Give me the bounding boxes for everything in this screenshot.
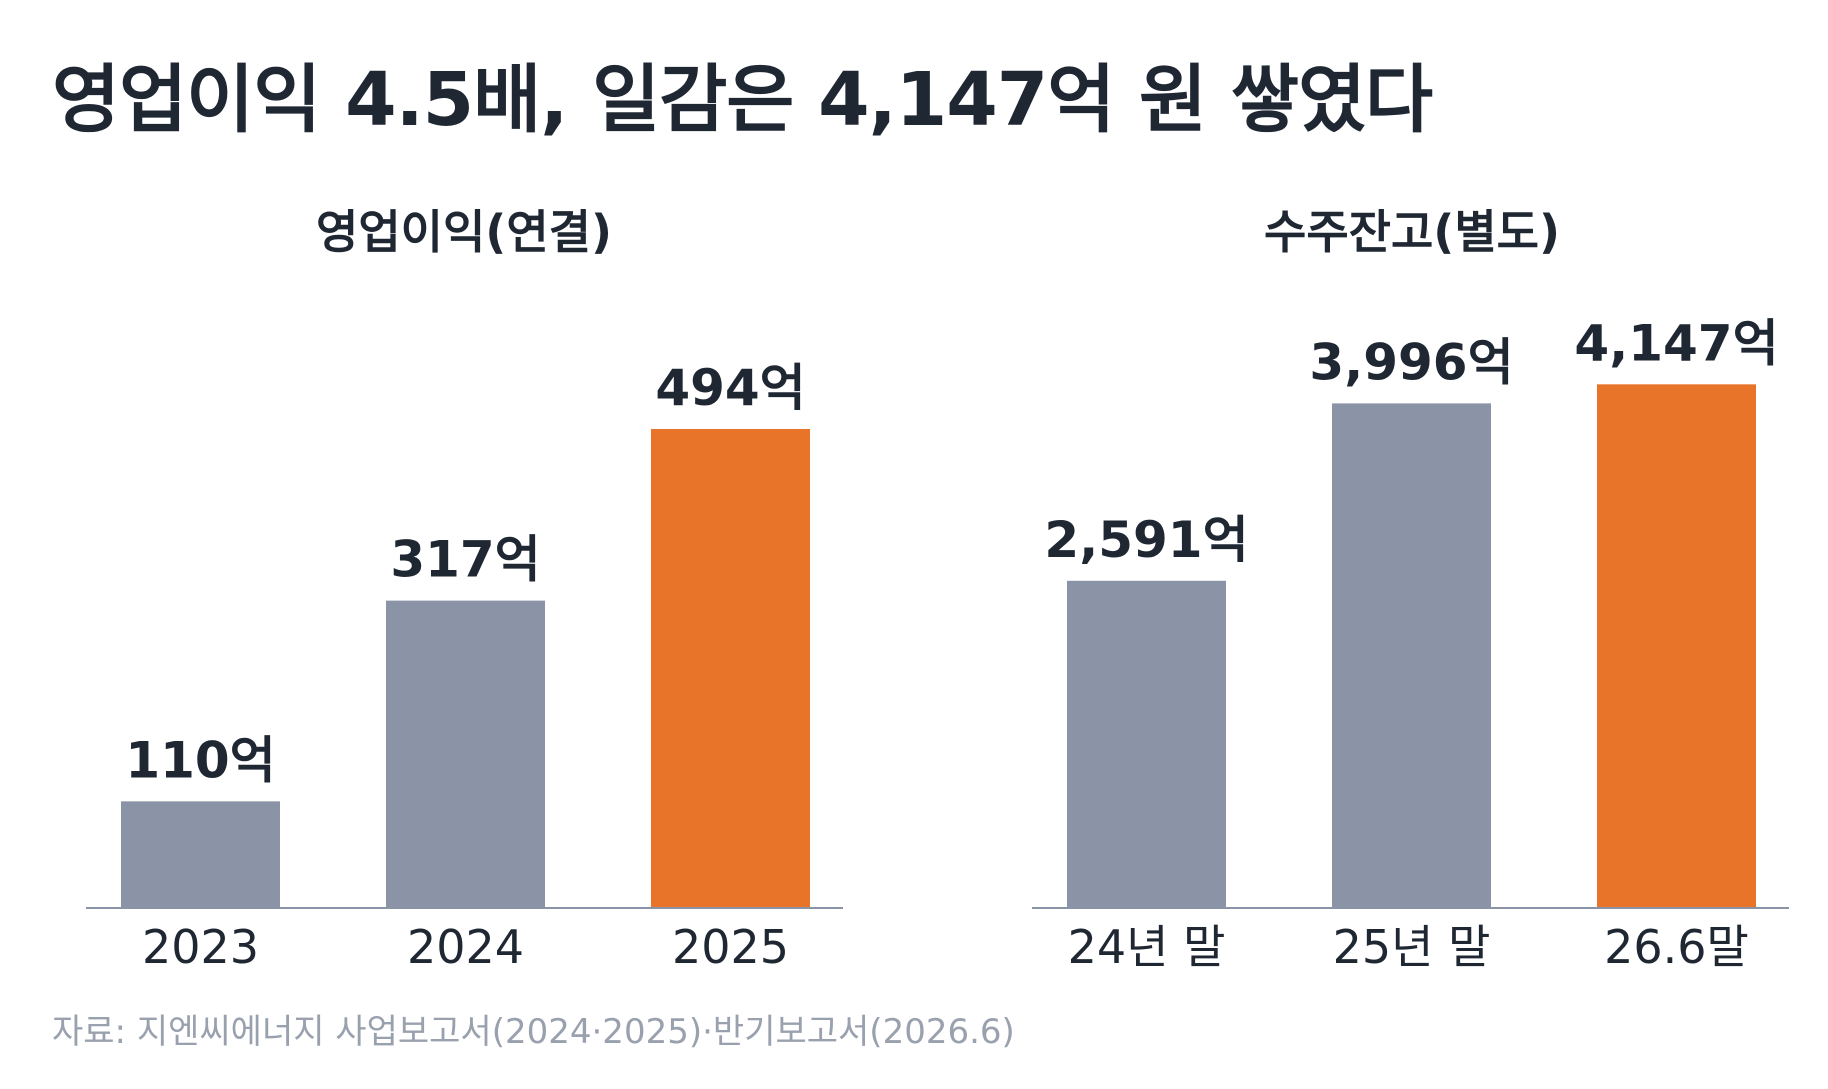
category-label: 24년 말: [1068, 920, 1226, 974]
chart-title: 수주잔고(별도): [1264, 205, 1560, 259]
bar-2024: [386, 600, 545, 908]
bar-24년-말: [1067, 580, 1226, 908]
value-label: 3,996억: [1309, 333, 1513, 391]
category-label: 25년 말: [1333, 920, 1491, 974]
page-title: 영업이익 4.5배, 일감은 4,147억 원 쌓였다: [52, 57, 1433, 143]
category-label: 2025: [672, 920, 789, 974]
value-label: 494억: [655, 359, 805, 417]
value-label: 4,147억: [1574, 314, 1778, 372]
chart-panel-1: 영업이익(연결) 110억 2023 317억 2024 494억 2025: [86, 205, 843, 974]
chart-panel-2: 수주잔고(별도) 2,591억 24년 말 3,996억 25년 말 4,147억 26.6…: [1032, 205, 1789, 974]
bar-charts: 영업이익(연결) 110억 2023 317억 2024 494억 2025 수주잔고(별도)…: [86, 205, 1789, 974]
bar-25년-말: [1332, 403, 1491, 908]
category-label: 2024: [407, 920, 524, 974]
bar-2023: [121, 801, 280, 908]
category-label: 26.6말: [1604, 920, 1749, 974]
value-label: 2,591억: [1044, 511, 1248, 569]
chart-title: 영업이익(연결): [316, 205, 612, 259]
category-label: 2023: [142, 920, 259, 974]
bar-26.6말: [1597, 384, 1756, 909]
source-note: 자료: 지엔씨에너지 사업보고서(2024·2025)·반기보고서(2026.6…: [52, 1012, 1015, 1052]
value-label: 317억: [390, 531, 540, 589]
value-label: 110억: [125, 731, 275, 789]
bar-2025: [651, 428, 810, 908]
